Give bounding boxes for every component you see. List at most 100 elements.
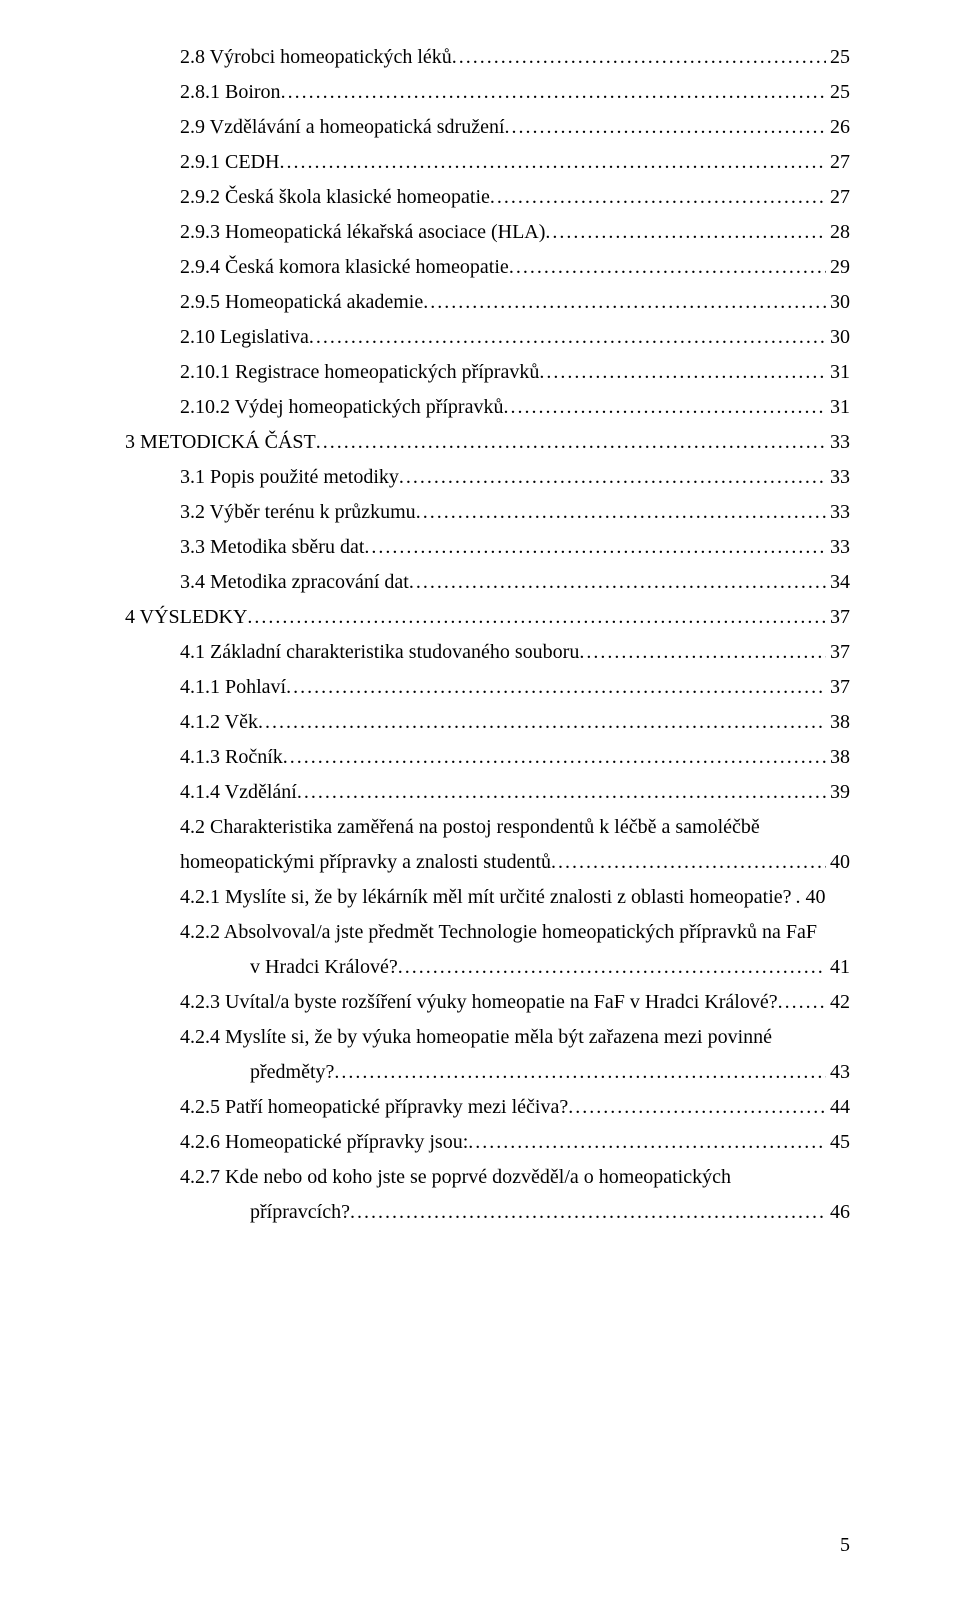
- toc-entry-4-2-2-line2: v Hradci Králové? 41: [125, 950, 850, 985]
- toc-page: 39: [826, 775, 850, 810]
- toc-entry-4-2-4-line1: 4.2.4 Myslíte si, že by výuka homeopatie…: [125, 1020, 850, 1055]
- toc-label: 4.1.4 Vzdělání: [180, 775, 297, 810]
- toc-dots: [568, 1090, 826, 1125]
- toc-page: 26: [826, 110, 850, 145]
- toc-dots: [551, 845, 826, 880]
- toc-page: 46: [826, 1195, 850, 1230]
- toc-entry: 2.8.1 Boiron25: [125, 75, 850, 110]
- toc-page: 37: [826, 600, 850, 635]
- toc-entry-4-2-5: 4.2.5 Patří homeopatické přípravky mezi …: [125, 1090, 850, 1125]
- toc-label: 4.1.2 Věk: [180, 705, 258, 740]
- toc-label: 4 VÝSLEDKY: [125, 600, 247, 635]
- toc-label: v Hradci Králové?: [250, 950, 398, 985]
- toc-page: 33: [826, 530, 850, 565]
- toc-label: 4.2.1 Myslíte si, že by lékárník měl mít…: [180, 880, 792, 915]
- toc-entry: 2.10 Legislativa30: [125, 320, 850, 355]
- toc-entry: 4.1.3 Ročník 38: [125, 740, 850, 775]
- toc-entry: 2.9 Vzdělávání a homeopatická sdružení 26: [125, 110, 850, 145]
- toc-dots: [509, 250, 826, 285]
- toc-page: 27: [826, 180, 850, 215]
- toc-entry: 3 METODICKÁ ČÁST 33: [125, 425, 850, 460]
- toc-label: 2.9.5 Homeopatická akademie: [180, 285, 423, 320]
- toc-label: 2.10 Legislativa: [180, 320, 309, 355]
- toc-page: 33: [826, 495, 850, 530]
- toc-label: 4.2.7 Kde nebo od koho jste se poprvé do…: [180, 1166, 731, 1188]
- toc-page: 28: [826, 215, 850, 250]
- toc-page: 38: [826, 740, 850, 775]
- toc-entry-4-2-line1: 4.2 Charakteristika zaměřená na postoj r…: [125, 810, 850, 845]
- toc-dots: [409, 565, 826, 600]
- toc-entry: 2.10.2 Výdej homeopatických přípravků 31: [125, 390, 850, 425]
- toc-dots: [334, 1055, 826, 1090]
- toc-entry: 4.1.2 Věk 38: [125, 705, 850, 740]
- toc-label: 4.1 Základní charakteristika studovaného…: [180, 635, 579, 670]
- toc-page: 29: [826, 250, 850, 285]
- toc-entry: 2.9.2 Česká škola klasické homeopatie 27: [125, 180, 850, 215]
- toc-entry-4-2-4-line2: předměty? 43: [125, 1055, 850, 1090]
- toc-label: 2.9.2 Česká škola klasické homeopatie: [180, 180, 490, 215]
- toc-label: 3 METODICKÁ ČÁST: [125, 425, 316, 460]
- toc-page: 37: [826, 670, 850, 705]
- toc-page: 38: [826, 705, 850, 740]
- toc-label: 4.2.2 Absolvoval/a jste předmět Technolo…: [180, 921, 817, 943]
- toc-dots: [545, 215, 826, 250]
- toc-label: 4.2.6 Homeopatické přípravky jsou:: [180, 1125, 468, 1160]
- toc-label: 4.1.1 Pohlaví: [180, 670, 286, 705]
- toc-page: . 40: [792, 880, 826, 915]
- toc-label: 3.1 Popis použité metodiky: [180, 460, 399, 495]
- toc-page: 37: [826, 635, 850, 670]
- toc-label: 4.2.3 Uvítal/a byste rozšíření výuky hom…: [180, 985, 778, 1020]
- toc-dots: [258, 705, 826, 740]
- toc-page: 40: [826, 845, 850, 880]
- toc-entry: 2.9.3 Homeopatická lékařská asociace (HL…: [125, 215, 850, 250]
- toc-entry: 3.2 Výběr terénu k průzkumu33: [125, 495, 850, 530]
- toc-label: 2.8 Výrobci homeopatických léků: [180, 40, 452, 75]
- toc-label: 4.2 Charakteristika zaměřená na postoj r…: [180, 816, 760, 838]
- document-page: 2.8 Výrobci homeopatických léků 252.8.1 B…: [0, 0, 960, 1617]
- toc-dots: [281, 75, 826, 110]
- toc-dots: [539, 355, 826, 390]
- toc-entry: 4.1.1 Pohlaví 37: [125, 670, 850, 705]
- toc-dots: [283, 740, 826, 775]
- toc-label: 2.10.2 Výdej homeopatických přípravků: [180, 390, 503, 425]
- toc-dots: [279, 145, 826, 180]
- toc-page: 25: [826, 40, 850, 75]
- toc-entry-4-2-2-line1: 4.2.2 Absolvoval/a jste předmět Technolo…: [125, 915, 850, 950]
- toc-page: 33: [826, 425, 850, 460]
- toc-dots: [505, 110, 826, 145]
- toc-page: 45: [826, 1125, 850, 1160]
- toc-page: 25: [826, 75, 850, 110]
- toc-dots: [399, 460, 826, 495]
- toc-entry: 2.9.1 CEDH27: [125, 145, 850, 180]
- toc-page: 42: [826, 985, 850, 1020]
- toc-entry: 3.1 Popis použité metodiky 33: [125, 460, 850, 495]
- toc-label: 2.9.4 Česká komora klasické homeopatie: [180, 250, 509, 285]
- toc-entry-4-2-7-line1: 4.2.7 Kde nebo od koho jste se poprvé do…: [125, 1160, 850, 1195]
- toc-page: 43: [826, 1055, 850, 1090]
- toc-dots: [778, 985, 826, 1020]
- toc-label: 4.1.3 Ročník: [180, 740, 283, 775]
- toc-entry-4-2-line2: homeopatickými přípravky a znalosti stud…: [125, 845, 850, 880]
- toc-entry-4-2-1: 4.2.1 Myslíte si, že by lékárník měl mít…: [125, 880, 850, 915]
- toc-dots: [416, 495, 826, 530]
- toc-label: 2.9 Vzdělávání a homeopatická sdružení: [180, 110, 505, 145]
- toc-page: 31: [826, 390, 850, 425]
- toc-dots: [350, 1195, 826, 1230]
- toc-list: 2.8 Výrobci homeopatických léků 252.8.1 B…: [125, 40, 850, 810]
- toc-entry: 2.9.5 Homeopatická akademie30: [125, 285, 850, 320]
- toc-label: předměty?: [250, 1055, 334, 1090]
- toc-page: 33: [826, 460, 850, 495]
- toc-label: 3.4 Metodika zpracování dat: [180, 565, 409, 600]
- toc-dots: [364, 530, 826, 565]
- toc-dots: [247, 600, 826, 635]
- toc-entry: 2.9.4 Česká komora klasické homeopatie 29: [125, 250, 850, 285]
- toc-label: přípravcích?: [250, 1195, 350, 1230]
- toc-entry: 2.8 Výrobci homeopatických léků 25: [125, 40, 850, 75]
- toc-label: 4.2.4 Myslíte si, že by výuka homeopatie…: [180, 1026, 772, 1048]
- toc-entry: 2.10.1 Registrace homeopatických příprav…: [125, 355, 850, 390]
- toc-label: 2.9.3 Homeopatická lékařská asociace (HL…: [180, 215, 545, 250]
- toc-dots: [398, 950, 826, 985]
- toc-dots: [316, 425, 826, 460]
- toc-dots: [468, 1125, 826, 1160]
- toc-page: 31: [826, 355, 850, 390]
